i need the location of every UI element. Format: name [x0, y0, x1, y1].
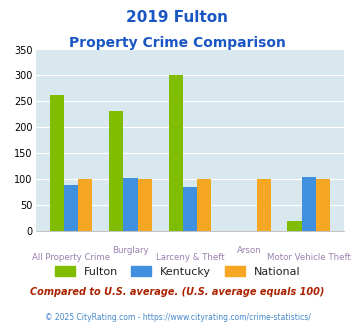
- Bar: [50, 95, 64, 231]
- Bar: [257, 179, 271, 231]
- Text: Arson: Arson: [237, 246, 262, 254]
- Text: Larceny & Theft: Larceny & Theft: [155, 253, 224, 262]
- Text: Property Crime Comparison: Property Crime Comparison: [69, 36, 286, 50]
- Bar: [197, 179, 211, 231]
- Bar: [302, 177, 316, 231]
- Bar: [316, 179, 330, 231]
- Text: © 2025 CityRating.com - https://www.cityrating.com/crime-statistics/: © 2025 CityRating.com - https://www.city…: [45, 314, 310, 322]
- Bar: [109, 111, 123, 231]
- Legend: Fulton, Kentucky, National: Fulton, Kentucky, National: [51, 263, 304, 280]
- Text: 2019 Fulton: 2019 Fulton: [126, 10, 229, 25]
- Bar: [288, 221, 302, 231]
- Bar: [138, 179, 152, 231]
- Bar: [123, 178, 138, 231]
- Bar: [78, 179, 92, 231]
- Text: All Property Crime: All Property Crime: [32, 253, 110, 262]
- Text: Burglary: Burglary: [112, 246, 149, 254]
- Bar: [64, 185, 78, 231]
- Bar: [169, 75, 183, 231]
- Text: Motor Vehicle Theft: Motor Vehicle Theft: [267, 253, 351, 262]
- Text: Compared to U.S. average. (U.S. average equals 100): Compared to U.S. average. (U.S. average …: [30, 287, 325, 297]
- Bar: [183, 187, 197, 231]
